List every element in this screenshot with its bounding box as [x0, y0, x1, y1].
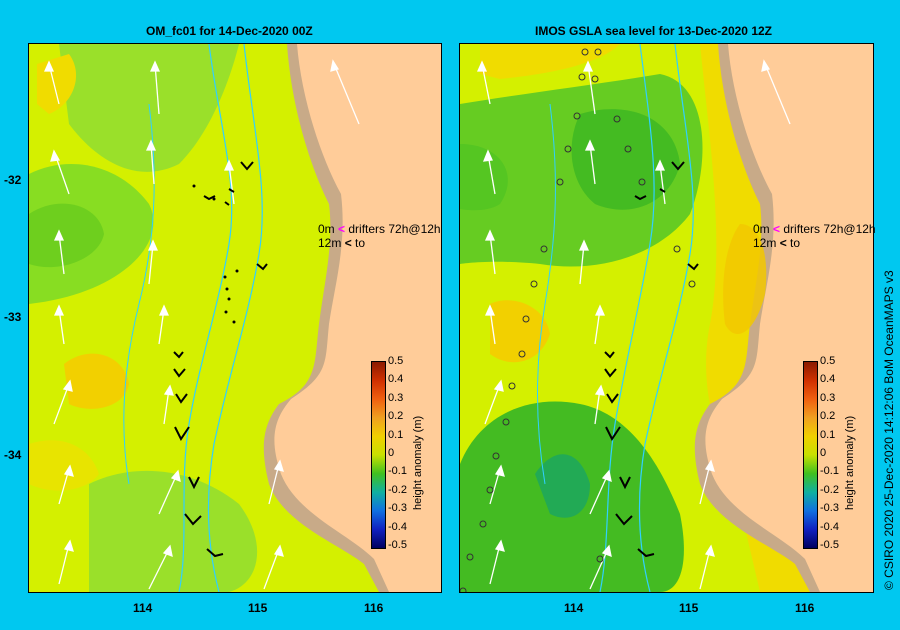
right-colorbar-tick: -0.4: [820, 520, 839, 533]
left-colorbar-label: height anomaly (m): [412, 415, 424, 510]
left-map-title: OM_fc01 for 14-Dec-2020 00Z: [146, 24, 313, 38]
right-legend-magenta-marker-icon: <: [773, 222, 781, 236]
left-drifter-legend-line1: 0m < drifters 72h@12h: [318, 222, 441, 236]
left-drifters: [173, 161, 268, 558]
right-drifters: [604, 161, 699, 558]
right-colorbar-tick: -0.1: [820, 465, 839, 478]
left-lon-tick-114: 114: [133, 601, 153, 615]
left-current-arrows: [43, 59, 360, 590]
right-legend-depth-12m: 12m: [753, 236, 777, 250]
lat-tick-34: -34: [4, 448, 22, 462]
right-colorbar-tick: 0: [820, 447, 827, 459]
right-legend-depth-0m: 0m: [753, 222, 770, 236]
left-legend-text-1: drifters 72h@12h: [348, 222, 441, 236]
right-drifter-legend-line2: 12m < to: [753, 236, 800, 250]
left-colorbar-tick: 0: [388, 447, 395, 459]
right-isobath-1: [599, 44, 655, 592]
left-contour-yellow-sw: [29, 440, 99, 491]
left-drifter-legend-line2: 12m < to: [318, 236, 365, 250]
left-land: [274, 44, 441, 592]
right-map-svg: [460, 44, 873, 592]
left-lon-tick-115: 115: [248, 601, 268, 615]
left-isobath-1: [178, 44, 233, 592]
right-isobath-2: [638, 44, 694, 592]
left-legend-black-marker-icon: <: [344, 236, 352, 250]
left-colorbar-tick: -0.5: [388, 539, 407, 551]
right-contour-orange: [490, 300, 550, 363]
right-contour-yellow-north: [480, 44, 620, 79]
credit-text: © CSIRO 2020 25-Dec-2020 14:12:06 BoM Oc…: [882, 270, 896, 590]
right-map-title: IMOS GSLA sea level for 13-Dec-2020 12Z: [535, 24, 772, 38]
left-lon-tick-116: 116: [364, 601, 384, 615]
right-land: [705, 44, 873, 592]
left-isobath-3: [123, 103, 155, 485]
left-map[interactable]: [28, 43, 442, 593]
left-drifter-dots: [192, 184, 239, 324]
right-current-arrows: [476, 59, 791, 590]
right-legend-text-1: drifters 72h@12h: [783, 222, 876, 236]
right-altimeter-circles: [460, 48, 696, 592]
right-colorbar-tick: 0.3: [820, 391, 836, 404]
right-colorbar-tick: -0.5: [820, 539, 839, 551]
right-colorbar-tick: -0.3: [820, 502, 839, 515]
right-drifter-legend-line1: 0m < drifters 72h@12h: [753, 222, 876, 236]
right-colorbar: [803, 361, 818, 549]
left-legend-depth-0m: 0m: [318, 222, 335, 236]
right-colorbar-tick: 0.5: [820, 355, 836, 367]
left-colorbar-tick: 0.5: [388, 355, 404, 367]
left-legend-magenta-marker-icon: <: [338, 222, 346, 236]
left-isobath-2: [207, 44, 263, 592]
left-colorbar-tick: -0.1: [388, 465, 407, 478]
right-lon-tick-114: 114: [564, 601, 584, 615]
right-colorbar-tick: 0.1: [820, 428, 836, 441]
right-lon-tick-115: 115: [679, 601, 699, 615]
right-contour-deep-green-north: [571, 109, 680, 210]
left-map-svg: [29, 44, 441, 592]
right-colorbar-tick: 0.2: [820, 410, 836, 423]
lat-tick-32: -32: [4, 173, 22, 187]
right-contour-green-west: [460, 144, 508, 211]
left-contour-deep-green: [29, 203, 104, 268]
right-coastal-orange-strip: [723, 224, 767, 334]
left-colorbar-tick: 0.2: [388, 410, 404, 423]
left-legend-depth-12m: 12m: [318, 236, 342, 250]
right-legend-text-2: to: [790, 236, 801, 250]
right-contour-teal-south: [535, 454, 590, 518]
left-legend-text-2: to: [355, 236, 366, 250]
right-legend-black-marker-icon: <: [779, 236, 787, 250]
right-colorbar-tick: -0.2: [820, 483, 839, 496]
left-colorbar: [371, 361, 386, 549]
left-colorbar-tick: 0.1: [388, 428, 404, 441]
lat-tick-33: -33: [4, 310, 22, 324]
left-colorbar-tick: -0.2: [388, 483, 407, 496]
left-contour-green-south: [89, 470, 258, 592]
left-colorbar-tick: 0.3: [388, 391, 404, 404]
left-colorbar-tick: 0.4: [388, 373, 404, 386]
right-isobath-3: [537, 103, 556, 485]
left-colorbar-tick: -0.4: [388, 520, 407, 533]
left-colorbar-tick: -0.3: [388, 502, 407, 515]
left-contour-orange-blob: [64, 353, 129, 409]
right-map[interactable]: [459, 43, 874, 593]
right-colorbar-label: height anomaly (m): [844, 415, 856, 510]
right-colorbar-tick: 0.4: [820, 373, 836, 386]
right-lon-tick-116: 116: [795, 601, 815, 615]
